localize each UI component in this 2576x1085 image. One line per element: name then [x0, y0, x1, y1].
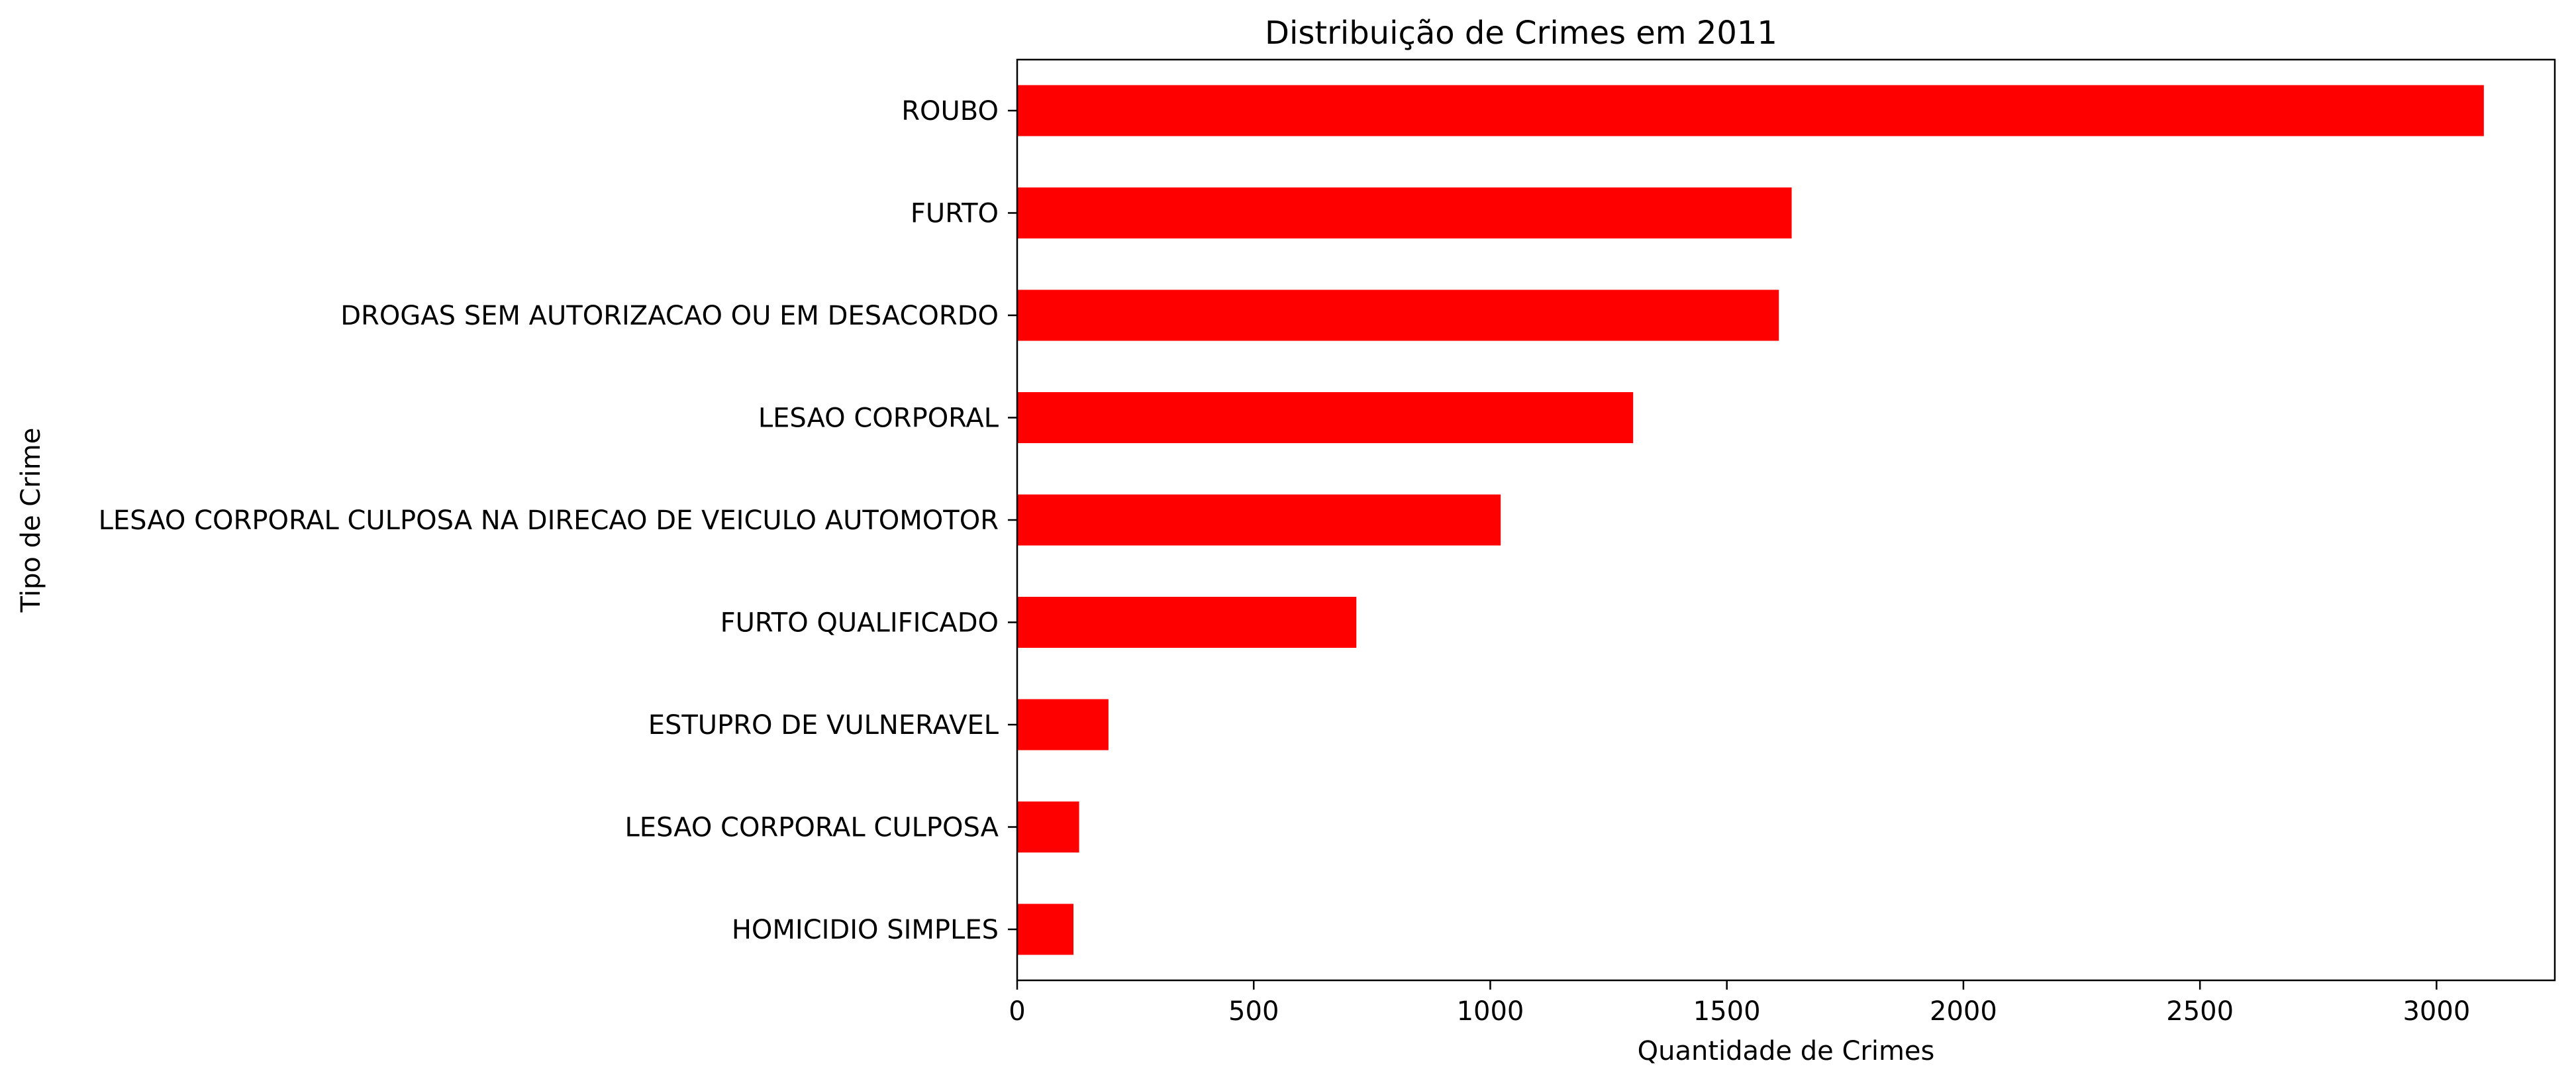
x-axis-ticks: 0 500 1000 1500 2000 2500 3000: [1009, 980, 2470, 1027]
x-tick-label-0: 0: [1009, 996, 1025, 1027]
y-axis-title: Tipo de Crime: [16, 428, 46, 613]
x-tick-label-1: 500: [1228, 996, 1279, 1027]
category-label-5: FURTO QUALIFICADO: [720, 608, 999, 639]
bar-8: [1017, 904, 1074, 955]
category-labels: ROUBO FURTO DROGAS SEM AUTORIZACAO OU EM D…: [99, 96, 1017, 945]
plot-frame: [1016, 58, 2556, 982]
x-tick-label-3: 1500: [1693, 996, 1761, 1027]
bar-3: [1017, 392, 1634, 443]
bar-0: [1017, 85, 2484, 136]
x-tick-label-4: 2000: [1930, 996, 1997, 1027]
x-tick-label-6: 3000: [2403, 996, 2470, 1027]
category-label-8: HOMICIDIO SIMPLES: [732, 915, 999, 945]
bars-group: [1017, 85, 2484, 955]
category-label-3: LESAO CORPORAL: [758, 403, 999, 434]
x-tick-label-5: 2500: [2166, 996, 2234, 1027]
chart-title: Distribuição de Crimes em 2011: [1265, 15, 1777, 52]
bar-7: [1017, 801, 1079, 852]
bar-6: [1017, 699, 1109, 750]
category-label-4: LESAO CORPORAL CULPOSA NA DIRECAO DE VEI…: [99, 505, 999, 536]
x-tick-label-2: 1000: [1457, 996, 1524, 1027]
category-label-0: ROUBO: [901, 96, 999, 127]
x-axis-title: Quantidade de Crimes: [1638, 1036, 1935, 1066]
bar-2: [1017, 289, 1779, 341]
bar-4: [1017, 494, 1501, 546]
bar-5: [1017, 597, 1357, 648]
bar-1: [1017, 187, 1792, 238]
category-label-1: FURTO: [911, 199, 999, 229]
category-label-7: LESAO CORPORAL CULPOSA: [625, 813, 999, 843]
category-label-2: DROGAS SEM AUTORIZACAO OU EM DESACORDO: [340, 301, 999, 331]
category-label-6: ESTUPRO DE VULNERAVEL: [648, 710, 999, 741]
